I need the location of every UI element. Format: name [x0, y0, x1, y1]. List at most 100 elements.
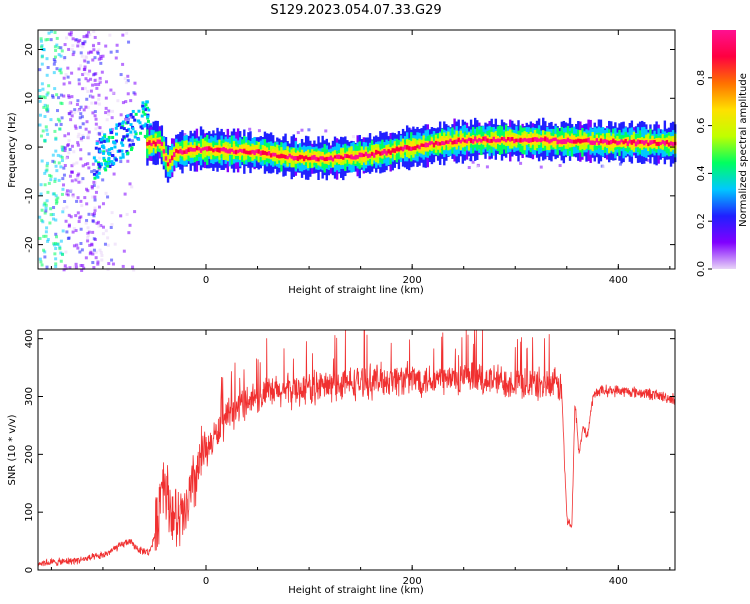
spectrogram-burst-cell	[97, 171, 101, 175]
spectrogram-noise-cell	[58, 127, 62, 131]
spectrogram-noise-cell	[85, 35, 89, 39]
spectrogram-ridge-cell	[583, 138, 586, 143]
spectrogram-burst-cell	[111, 135, 115, 139]
spectrogram-ridge-cell	[410, 146, 413, 151]
spectrogram-ridge-cell	[502, 136, 506, 142]
spectrogram-noise-cell	[54, 194, 58, 198]
spectrogram-noise-cell	[87, 152, 91, 156]
spectrogram-noise-cell	[69, 188, 73, 192]
spectrogram-noise-cell	[67, 151, 71, 155]
spectrogram-noise-cell	[79, 137, 83, 141]
spectrogram-burst-cell	[120, 149, 124, 153]
spectrogram-noise-cell	[104, 44, 108, 48]
spectrogram-noise-cell	[45, 226, 49, 230]
spectrogram-ridge-cell	[515, 138, 518, 143]
spectrogram-noise-cell	[71, 44, 75, 48]
spectrogram-burst-cell	[139, 131, 143, 135]
spectrogram-burst-cell	[122, 135, 126, 139]
spectrogram-ridge-cell	[383, 149, 386, 154]
spectrogram-noise-cell	[602, 165, 606, 169]
spectrogram-noise-cell	[123, 192, 127, 196]
spectrogram-noise-cell	[44, 230, 48, 234]
snr-x-tick-label: 0	[203, 576, 209, 587]
spectrogram-ridge-cell	[562, 138, 566, 144]
spectrogram-noise-cell	[66, 66, 70, 70]
spectrogram-noise-cell	[91, 44, 95, 48]
spectrogram-noise-cell	[69, 33, 73, 37]
spectrogram-ridge-cell	[166, 162, 170, 167]
spectrogram-noise-cell	[79, 227, 83, 231]
spectrogram-y-tick-label: -20	[24, 236, 35, 252]
spectrogram-ridge-cell	[379, 151, 382, 156]
spectrogram-noise-cell	[59, 101, 63, 105]
snr-frame	[37, 329, 676, 571]
spectrogram-ridge-cell	[513, 138, 516, 144]
colorbar-tick-label: 0.6	[696, 118, 707, 134]
spectrogram-noise-cell	[67, 95, 71, 99]
spectrogram-ridge-cell	[597, 140, 601, 145]
snr-y-axis-label: SNR (10 * v/v)	[7, 414, 18, 485]
spectrogram-ridge-cell	[640, 140, 644, 144]
spectrogram-ridge-cell	[366, 153, 370, 159]
spectrogram-ridge-cell	[257, 149, 260, 154]
spectrogram-burst-cell	[137, 137, 141, 141]
spectrogram-ridge-cell	[523, 137, 526, 142]
spectrogram-noise-cell	[76, 99, 80, 103]
spectrogram-noise-cell	[92, 183, 96, 187]
spectrogram-noise-cell	[126, 79, 130, 83]
spectrogram-noise-cell	[106, 243, 110, 247]
spectrogram-noise-cell	[44, 209, 48, 213]
spectrogram-noise-cell	[86, 162, 90, 166]
spectrogram-noise-cell	[70, 144, 74, 148]
spectrogram-ridge-cell	[628, 140, 632, 148]
spectrogram-ridge-cell	[238, 148, 242, 153]
spectrogram-noise-cell	[116, 99, 120, 103]
spectrogram-ridge-cell	[177, 150, 180, 154]
spectrogram-noise-cell	[471, 160, 475, 164]
spectrogram-ridge-cell	[587, 137, 590, 143]
spectrogram-ridge-cell	[203, 146, 207, 151]
spectrogram-ridge-cell	[544, 136, 547, 142]
spectrogram-ridge-cell	[397, 147, 401, 152]
spectrogram-ridge-cell	[554, 137, 557, 141]
spectrogram-noise-cell	[77, 82, 81, 86]
spectrogram-ridge-cell	[152, 140, 155, 145]
spectrogram-ridge-cell	[408, 146, 411, 151]
spectrogram-noise-cell	[91, 219, 95, 223]
spectrogram-noise-cell	[53, 30, 57, 34]
spectrogram-noise-cell	[70, 164, 74, 168]
spectrogram-noise-cell	[45, 93, 49, 97]
spectrogram-noise-cell	[96, 125, 100, 129]
spectrogram-noise-cell	[77, 78, 81, 82]
spectrogram-noise-cell	[97, 41, 101, 45]
colorbar-gradient	[712, 30, 736, 269]
spectrogram-noise-cell	[81, 135, 85, 139]
spectrogram-ridge-cell	[434, 140, 438, 145]
spectrogram-noise-cell	[79, 43, 83, 47]
spectrogram-burst-cell	[141, 107, 145, 111]
spectrogram-ridge-cell	[323, 157, 326, 162]
spectrogram-noise-cell	[68, 266, 72, 270]
spectrogram-noise-cell	[86, 60, 90, 64]
spectrogram-noise-cell	[54, 218, 58, 222]
spectrogram-ridge-cell	[570, 139, 574, 144]
spectrogram-burst-cell	[122, 127, 126, 131]
spectrogram-ridge-cell	[342, 156, 345, 160]
spectrogram-noise-cell	[96, 262, 100, 266]
spectrogram-noise-cell	[59, 71, 63, 75]
spectrogram-ridge-cell	[154, 141, 157, 147]
spectrogram-noise-cell	[60, 159, 64, 163]
spectrogram-ridge-cell	[271, 152, 275, 157]
spectrogram-ridge-cell	[344, 152, 347, 164]
spectrogram-noise-cell	[80, 138, 84, 142]
spectrogram-ridge-cell	[224, 148, 227, 153]
spectrogram-noise-cell	[54, 247, 58, 251]
spectrogram-burst-cell	[94, 146, 98, 150]
spectrogram-noise-cell	[105, 149, 109, 153]
spectrogram-ridge-cell	[519, 137, 522, 143]
spectrogram-burst-cell	[93, 176, 97, 180]
spectrogram-ridge-cell	[474, 136, 477, 142]
spectrogram-noise-cell	[81, 122, 85, 126]
spectrogram-burst-cell	[142, 124, 146, 128]
spectrogram-burst-cell	[121, 121, 125, 125]
